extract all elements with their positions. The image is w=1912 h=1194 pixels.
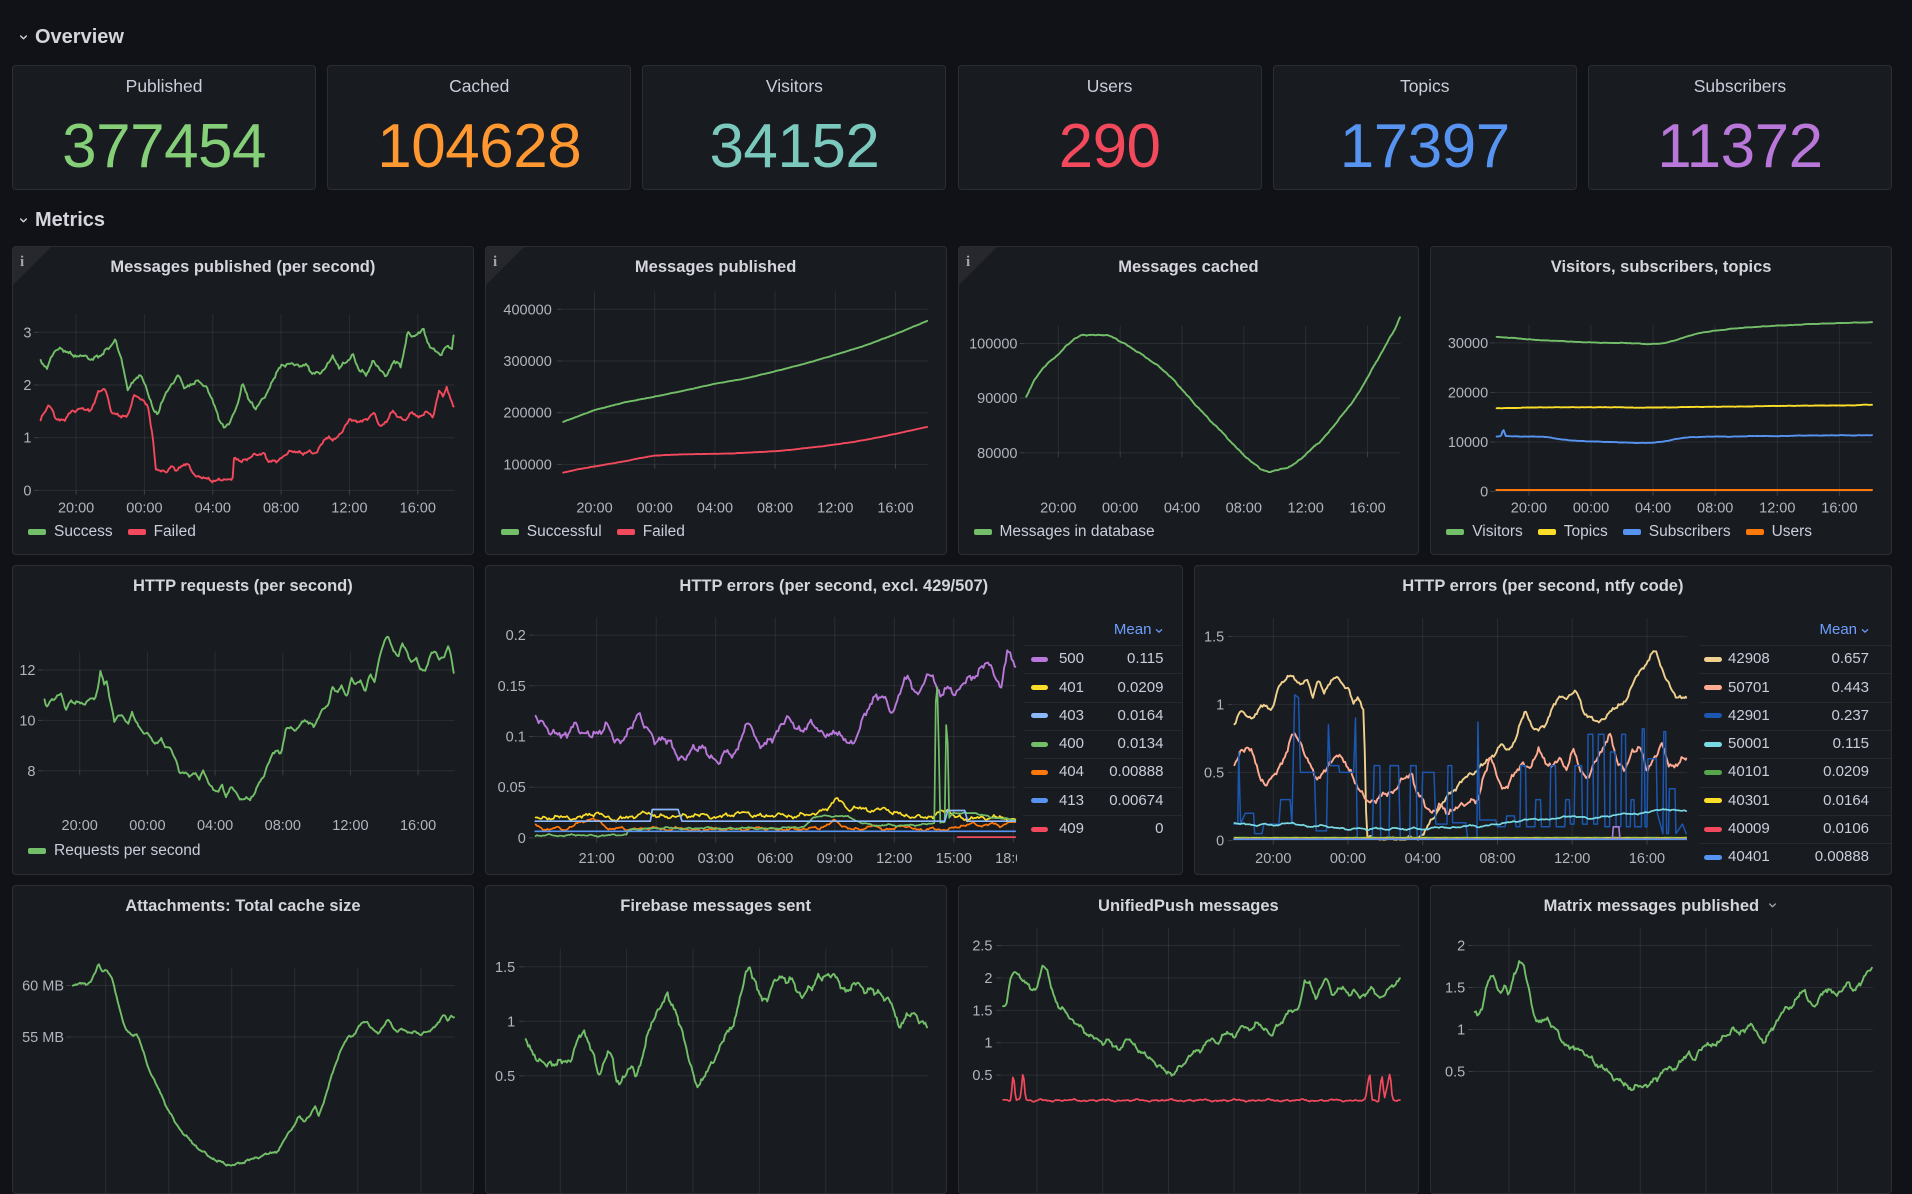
svg-text:00:00: 00:00 <box>1102 501 1138 517</box>
svg-text:12:00: 12:00 <box>1759 501 1795 517</box>
svg-text:55 MB: 55 MB <box>22 1030 64 1046</box>
svg-text:i: i <box>20 254 24 270</box>
svg-text:0.5: 0.5 <box>495 1068 515 1084</box>
svg-text:04:00: 04:00 <box>1163 501 1199 517</box>
svg-text:0.5: 0.5 <box>1204 765 1224 781</box>
svg-text:30000: 30000 <box>1448 336 1488 352</box>
svg-text:08:00: 08:00 <box>263 501 299 517</box>
svg-text:04:00: 04:00 <box>197 818 233 834</box>
svg-text:08:00: 08:00 <box>1479 851 1515 867</box>
svg-text:0: 0 <box>1216 833 1224 849</box>
svg-text:1: 1 <box>984 1035 992 1051</box>
svg-text:2: 2 <box>984 970 992 986</box>
svg-text:12:00: 12:00 <box>1554 851 1590 867</box>
svg-text:00:00: 00:00 <box>1330 851 1366 867</box>
svg-text:3: 3 <box>23 325 31 341</box>
svg-text:03:00: 03:00 <box>697 851 733 867</box>
svg-text:21:00: 21:00 <box>578 851 614 867</box>
svg-text:16:00: 16:00 <box>1629 851 1665 867</box>
svg-text:1: 1 <box>507 1014 515 1030</box>
svg-text:12:00: 12:00 <box>876 851 912 867</box>
svg-text:i: i <box>493 254 497 270</box>
svg-text:90000: 90000 <box>977 391 1017 407</box>
svg-text:1.5: 1.5 <box>1445 980 1465 996</box>
svg-text:400000: 400000 <box>503 302 551 318</box>
svg-text:1: 1 <box>1457 1022 1465 1038</box>
svg-text:16:00: 16:00 <box>1822 501 1858 517</box>
svg-text:2: 2 <box>1457 938 1465 954</box>
svg-text:16:00: 16:00 <box>877 501 913 517</box>
svg-text:00:00: 00:00 <box>126 501 162 517</box>
svg-text:08:00: 08:00 <box>757 501 793 517</box>
svg-text:20:00: 20:00 <box>58 501 94 517</box>
svg-text:1.5: 1.5 <box>495 959 515 975</box>
svg-text:0.5: 0.5 <box>972 1068 992 1084</box>
svg-text:1: 1 <box>23 431 31 447</box>
svg-text:20:00: 20:00 <box>1255 851 1291 867</box>
svg-text:08:00: 08:00 <box>265 818 301 834</box>
svg-text:00:00: 00:00 <box>129 818 165 834</box>
svg-text:04:00: 04:00 <box>195 501 231 517</box>
svg-text:1.5: 1.5 <box>972 1003 992 1019</box>
svg-text:0: 0 <box>23 483 31 499</box>
svg-text:100000: 100000 <box>503 457 551 473</box>
svg-text:10000: 10000 <box>1448 435 1488 451</box>
svg-text:0.15: 0.15 <box>497 679 525 695</box>
svg-text:1.5: 1.5 <box>1204 629 1224 645</box>
svg-text:2.5: 2.5 <box>972 938 992 954</box>
svg-text:12: 12 <box>19 663 35 679</box>
svg-text:20:00: 20:00 <box>1040 501 1076 517</box>
svg-text:0: 0 <box>1480 484 1488 500</box>
svg-text:04:00: 04:00 <box>697 501 733 517</box>
svg-text:06:00: 06:00 <box>757 851 793 867</box>
svg-text:09:00: 09:00 <box>816 851 852 867</box>
svg-text:0.5: 0.5 <box>1445 1064 1465 1080</box>
svg-text:12:00: 12:00 <box>1287 501 1323 517</box>
svg-text:16:00: 16:00 <box>1349 501 1385 517</box>
svg-text:00:00: 00:00 <box>636 501 672 517</box>
svg-text:20:00: 20:00 <box>1511 501 1547 517</box>
svg-text:10: 10 <box>19 713 35 729</box>
svg-text:00:00: 00:00 <box>638 851 674 867</box>
svg-text:1: 1 <box>1216 697 1224 713</box>
svg-text:8: 8 <box>27 764 35 780</box>
svg-text:00:00: 00:00 <box>1573 501 1609 517</box>
svg-text:200000: 200000 <box>503 406 551 422</box>
svg-text:08:00: 08:00 <box>1225 501 1261 517</box>
svg-text:0.05: 0.05 <box>497 780 525 796</box>
svg-text:04:00: 04:00 <box>1404 851 1440 867</box>
svg-text:12:00: 12:00 <box>331 501 367 517</box>
svg-text:20000: 20000 <box>1448 385 1488 401</box>
svg-text:16:00: 16:00 <box>400 501 436 517</box>
svg-text:i: i <box>966 254 970 270</box>
svg-text:20:00: 20:00 <box>62 818 98 834</box>
svg-text:15:00: 15:00 <box>935 851 971 867</box>
svg-text:100000: 100000 <box>969 337 1017 353</box>
svg-text:2: 2 <box>23 378 31 394</box>
svg-text:12:00: 12:00 <box>817 501 853 517</box>
svg-text:0.2: 0.2 <box>505 628 525 644</box>
svg-text:0.1: 0.1 <box>505 729 525 745</box>
svg-text:08:00: 08:00 <box>1697 501 1733 517</box>
svg-text:0: 0 <box>517 831 525 847</box>
svg-text:16:00: 16:00 <box>400 818 436 834</box>
svg-text:60 MB: 60 MB <box>22 978 64 994</box>
svg-text:04:00: 04:00 <box>1635 501 1671 517</box>
svg-text:80000: 80000 <box>977 446 1017 462</box>
svg-text:20:00: 20:00 <box>576 501 612 517</box>
svg-text:300000: 300000 <box>503 354 551 370</box>
svg-text:12:00: 12:00 <box>332 818 368 834</box>
